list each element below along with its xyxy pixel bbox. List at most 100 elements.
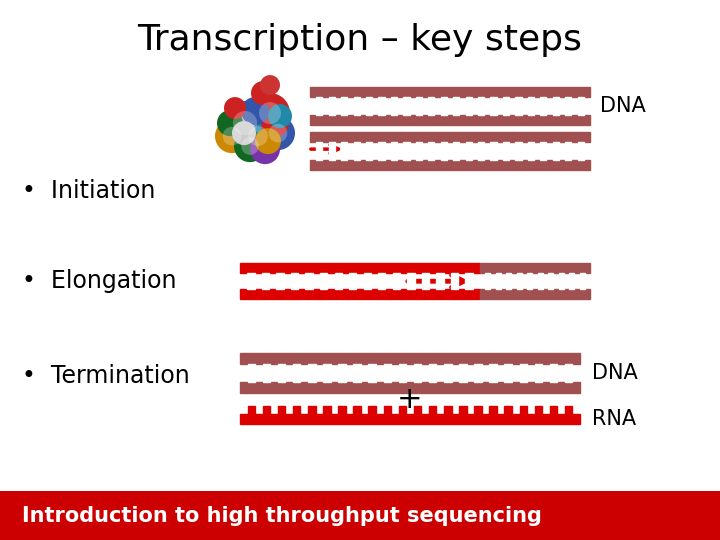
Bar [550, 364, 557, 382]
Bar [559, 273, 564, 289]
Bar [548, 273, 554, 289]
Bar [415, 142, 422, 160]
Bar [535, 406, 542, 414]
Circle shape [268, 104, 292, 128]
Bar [391, 142, 397, 160]
Circle shape [225, 106, 255, 136]
Bar [453, 97, 459, 115]
Bar [527, 273, 532, 289]
Bar [490, 142, 497, 160]
Bar [316, 142, 323, 160]
Bar [414, 406, 421, 414]
Circle shape [261, 109, 289, 137]
Bar [414, 364, 421, 382]
Bar [366, 97, 372, 115]
Bar [354, 97, 360, 115]
Text: DNA: DNA [592, 363, 638, 383]
Bar [428, 97, 434, 115]
Bar [310, 160, 590, 170]
Circle shape [255, 128, 281, 154]
Bar [485, 273, 490, 289]
Circle shape [261, 116, 295, 150]
Circle shape [259, 102, 281, 124]
Text: DNA: DNA [600, 96, 646, 116]
Bar [520, 406, 527, 414]
Circle shape [224, 97, 246, 119]
Circle shape [233, 111, 257, 135]
Bar [263, 364, 270, 382]
Circle shape [251, 81, 275, 105]
Circle shape [260, 75, 280, 95]
Bar [384, 406, 391, 414]
Bar [310, 132, 590, 142]
Bar [391, 97, 397, 115]
Bar [503, 142, 509, 160]
Bar [354, 406, 361, 414]
Bar [341, 142, 347, 160]
Bar [528, 97, 534, 115]
Bar [569, 273, 575, 289]
Bar [553, 142, 559, 160]
Bar [478, 142, 485, 160]
Bar [323, 406, 330, 414]
Circle shape [241, 97, 269, 125]
Bar [516, 97, 521, 115]
Bar [436, 273, 444, 289]
Text: •  Termination: • Termination [22, 364, 190, 388]
Circle shape [215, 119, 249, 153]
Bar [403, 97, 410, 115]
Bar [335, 273, 342, 289]
Bar [553, 97, 559, 115]
Bar [369, 364, 376, 382]
Bar [540, 142, 546, 160]
Bar [328, 142, 335, 160]
Bar [379, 97, 384, 115]
Bar [506, 273, 511, 289]
Circle shape [250, 93, 290, 133]
Bar [262, 273, 269, 289]
Bar [248, 364, 255, 382]
Bar [478, 97, 485, 115]
Bar [520, 364, 527, 382]
Bar [429, 406, 436, 414]
Bar [503, 97, 509, 115]
Bar [480, 289, 590, 299]
Text: RNA: RNA [592, 409, 636, 429]
Bar [354, 142, 360, 160]
Bar [505, 364, 512, 382]
Bar [349, 273, 356, 289]
Bar [441, 97, 447, 115]
Bar [577, 142, 584, 160]
Bar [240, 289, 480, 299]
Bar [528, 142, 534, 160]
Text: +: + [397, 385, 423, 414]
Bar [403, 142, 410, 160]
Bar [474, 406, 482, 414]
Circle shape [234, 130, 266, 162]
Bar [577, 97, 584, 115]
Text: •  Initiation: • Initiation [22, 179, 156, 203]
Bar [516, 142, 521, 160]
Bar [310, 115, 590, 125]
Bar [428, 142, 434, 160]
Bar [240, 382, 580, 393]
Bar [308, 406, 315, 414]
Bar [341, 97, 347, 115]
Bar [444, 406, 451, 414]
Bar [459, 364, 467, 382]
Bar [540, 97, 546, 115]
Circle shape [240, 118, 276, 154]
Bar [474, 364, 482, 382]
Bar [538, 273, 543, 289]
Bar [565, 364, 572, 382]
Bar [565, 406, 572, 414]
Bar [293, 364, 300, 382]
Bar [422, 273, 429, 289]
Bar [338, 364, 346, 382]
Bar [248, 406, 255, 414]
Bar [495, 273, 501, 289]
Bar [517, 273, 522, 289]
Bar [276, 273, 284, 289]
Circle shape [232, 121, 256, 145]
Circle shape [269, 124, 287, 143]
